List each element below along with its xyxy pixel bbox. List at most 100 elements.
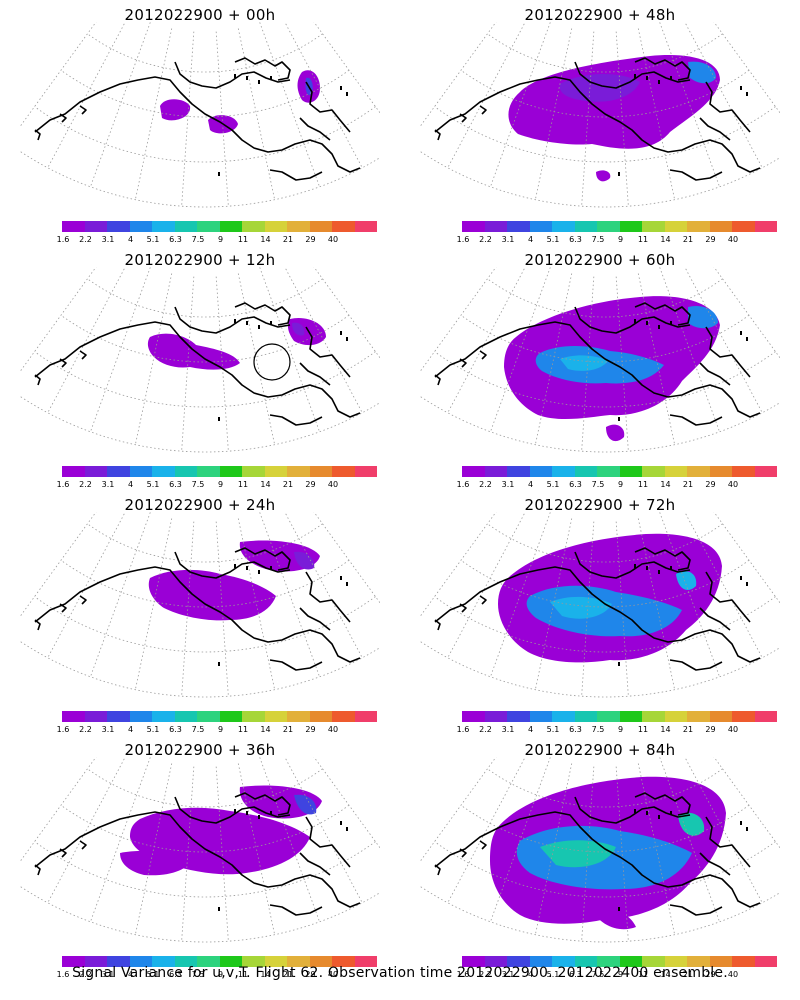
- colorbar-swatch: [287, 466, 310, 477]
- colorbar-swatch: [507, 711, 530, 722]
- map-panel: 2012022900 + 48h 1.6 2.2 3.1 4 5.1 6.3 7.5 9 11 14…: [420, 0, 780, 245]
- panel-title: 2012022900 + 84h: [524, 741, 676, 759]
- colorbar-tick-label: 14: [260, 725, 271, 734]
- colorbar-tick-label: 9: [217, 480, 224, 489]
- coastline: [34, 792, 361, 916]
- colorbar-tick-label: 4: [527, 970, 534, 979]
- colorbar-swatch: [129, 221, 152, 232]
- colorbar-tick-label: 3.1: [501, 970, 515, 979]
- panel-title: 2012022900 + 72h: [524, 496, 676, 514]
- colorbar-swatch: [664, 956, 687, 967]
- colorbar-swatch: [107, 956, 130, 967]
- colorbar-tick-label: 14: [260, 480, 271, 489]
- colorbar-tick-label: 21: [682, 235, 694, 244]
- colorbar-swatch: [174, 711, 197, 722]
- colorbar-tick-label: 21: [282, 235, 294, 244]
- colorbar-swatch: [597, 711, 620, 722]
- map-panel: 2012022900 + 72h 1.6 2.2 3.1 4 5.1 6.3 7.5 9 11 14…: [420, 490, 780, 735]
- coastline: [34, 302, 361, 426]
- colorbar-tick-label: 40: [327, 970, 339, 979]
- map-panel: 2012022900 + 84h 1.6 2.2 3.1 4 5.1 6.3 7.5 9 11 14…: [420, 735, 780, 980]
- colorbar-swatch: [642, 711, 665, 722]
- colorbar-swatch: [507, 221, 530, 232]
- colorbar-swatch: [197, 956, 220, 967]
- colorbar-tick-label: 3.1: [501, 480, 515, 489]
- colorbar-swatch: [309, 466, 332, 477]
- colorbar-swatch: [529, 466, 552, 477]
- colorbar-swatch: [309, 711, 332, 722]
- colorbar-tick-label: 7.5: [191, 725, 205, 734]
- colorbar-swatch: [62, 221, 85, 232]
- colorbar-swatch: [507, 956, 530, 967]
- colorbar-tick-label: 40: [727, 235, 739, 244]
- colorbar-swatch: [197, 466, 220, 477]
- panel-title: 2012022900 + 48h: [524, 6, 676, 24]
- colorbar-swatch: [709, 221, 732, 232]
- colorbar-tick-label: 6.3: [169, 235, 182, 244]
- colorbar-tick-label: 5.1: [146, 235, 160, 244]
- coastline: [434, 57, 761, 181]
- colorbar-swatch: [219, 466, 242, 477]
- colorbar-swatch: [129, 956, 152, 967]
- colorbar-swatch: [619, 711, 642, 722]
- colorbar-tick-label: 14: [260, 235, 271, 244]
- colorbar-tick-label: 2.2: [479, 480, 492, 489]
- colorbar-swatch: [107, 466, 130, 477]
- colorbar-swatch: [687, 956, 710, 967]
- colorbar-tick-label: 40: [327, 235, 339, 244]
- variance-region: [676, 571, 697, 590]
- colorbar-tick-label: 2.2: [79, 970, 92, 979]
- colorbar-swatch: [597, 956, 620, 967]
- colorbar-swatch: [152, 956, 175, 967]
- colorbar-swatch: [242, 466, 265, 477]
- colorbar-swatch: [664, 221, 687, 232]
- coastline: [434, 792, 761, 916]
- colorbar-swatch: [462, 466, 485, 477]
- colorbar-tick-label: 6.3: [169, 970, 182, 979]
- colorbar-swatch: [552, 711, 575, 722]
- colorbar-tick-label: 11: [637, 725, 649, 734]
- colorbar-tick-label: 4: [127, 970, 134, 979]
- colorbar-tick-label: 1.6: [456, 235, 470, 244]
- colorbar-tick-label: 7.5: [191, 235, 205, 244]
- colorbar-tick-label: 4: [527, 725, 534, 734]
- colorbar-tick-label: 21: [682, 970, 694, 979]
- variance-region: [294, 551, 315, 570]
- colorbar: [62, 466, 377, 477]
- colorbar-swatch: [664, 711, 687, 722]
- colorbar-tick-label: 6.3: [569, 970, 582, 979]
- colorbar-swatch: [574, 221, 597, 232]
- colorbar-tick-label: 9: [217, 725, 224, 734]
- colorbar-tick-label: 6.3: [169, 725, 182, 734]
- panel-title: 2012022900 + 00h: [124, 6, 276, 24]
- lat-lon-grid: [420, 512, 780, 698]
- colorbar-swatch: [552, 466, 575, 477]
- colorbar-swatch: [754, 956, 777, 967]
- variance-region: [550, 596, 612, 619]
- colorbar-tick-label: 5.1: [546, 235, 560, 244]
- colorbar-tick-label: 14: [660, 235, 671, 244]
- lat-lon-grid: [20, 22, 380, 208]
- colorbar-labels: 1.6 2.2 3.1 4 5.1 6.3 7.5 9 11 14 21 29 40: [57, 970, 382, 980]
- colorbar-tick-label: 4: [527, 235, 534, 244]
- figure-caption: Signal Variance for u,v,T. Flight 62. Ob…: [72, 965, 728, 981]
- colorbar-tick-label: 14: [260, 970, 271, 979]
- variance-region: [287, 317, 326, 346]
- colorbar-tick-label: 9: [617, 235, 624, 244]
- colorbar-swatch: [242, 711, 265, 722]
- lat-lon-grid: [420, 757, 780, 943]
- colorbar-swatch: [84, 221, 107, 232]
- colorbar-tick-label: 2.2: [479, 970, 492, 979]
- colorbar-swatch: [129, 466, 152, 477]
- colorbar-tick-label: 1.6: [456, 480, 470, 489]
- colorbar-tick-label: 40: [327, 480, 339, 489]
- variance-region: [588, 648, 603, 660]
- colorbar-swatch: [619, 956, 642, 967]
- colorbar: [462, 221, 777, 232]
- colorbar-tick-label: 14: [660, 480, 671, 489]
- colorbar-tick-label: 11: [237, 480, 249, 489]
- lat-lon-grid: [20, 512, 380, 698]
- colorbar-swatch: [219, 956, 242, 967]
- colorbar-swatch: [619, 221, 642, 232]
- colorbar-tick-label: 21: [282, 725, 294, 734]
